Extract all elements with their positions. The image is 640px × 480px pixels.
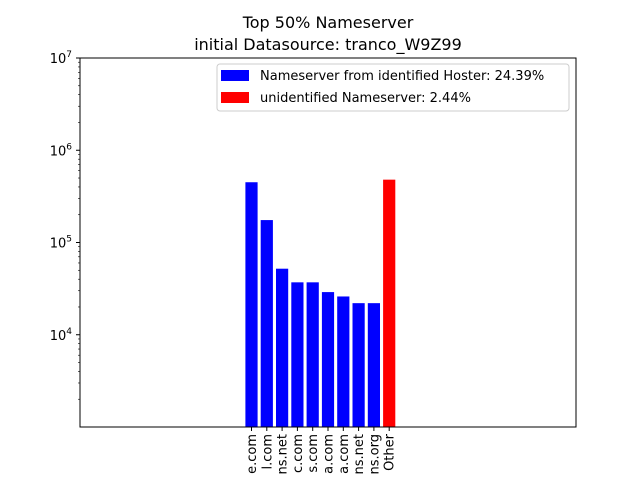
legend-label-unidentified: unidentified Nameserver: 2.44% <box>260 91 471 106</box>
legend-swatch-unidentified <box>221 92 249 103</box>
y-axis: 104 105 106 107 <box>50 50 80 400</box>
x-tick-label: a.com <box>322 434 337 474</box>
x-axis: e.com l.com ns.net c.com s.com a.com a.com ns.n… <box>245 427 398 474</box>
legend-label-identified: Nameserver from identified Hoster: 24.39… <box>260 69 544 84</box>
legend-swatch-identified <box>221 70 249 81</box>
chart-title: Top 50% Nameserver <box>242 13 414 32</box>
x-tick-label: Other <box>383 433 398 471</box>
bar-9 <box>383 179 396 427</box>
bar-7 <box>352 303 365 427</box>
bar-6 <box>337 296 350 427</box>
bar-3 <box>291 282 304 427</box>
x-tick-label: c.com <box>291 434 306 473</box>
x-tick-label: s.com <box>306 434 321 473</box>
x-tick-label: a.com <box>337 434 352 474</box>
chart-subtitle: initial Datasource: tranco_W9Z99 <box>194 35 462 55</box>
bars-group <box>245 179 396 427</box>
y-tick-label: 107 <box>50 50 72 67</box>
x-tick-label: ns.net <box>276 434 291 474</box>
bar-5 <box>321 292 335 427</box>
x-tick-label: ns.org <box>367 434 382 474</box>
x-tick-label: ns.net <box>352 434 367 474</box>
x-tick-label: l.com <box>260 434 275 470</box>
bar-1 <box>260 220 273 427</box>
bar-0 <box>245 182 258 427</box>
legend: Nameserver from identified Hoster: 24.39… <box>216 63 570 112</box>
bar-8 <box>367 303 380 427</box>
bar-2 <box>276 268 289 427</box>
y-tick-label: 106 <box>50 142 73 159</box>
plot-frame <box>79 57 577 428</box>
legend-box <box>216 63 570 112</box>
x-tick-label: e.com <box>245 434 260 474</box>
bar-4 <box>306 282 319 427</box>
y-tick-label: 104 <box>50 327 73 344</box>
y-tick-label: 105 <box>50 235 72 252</box>
